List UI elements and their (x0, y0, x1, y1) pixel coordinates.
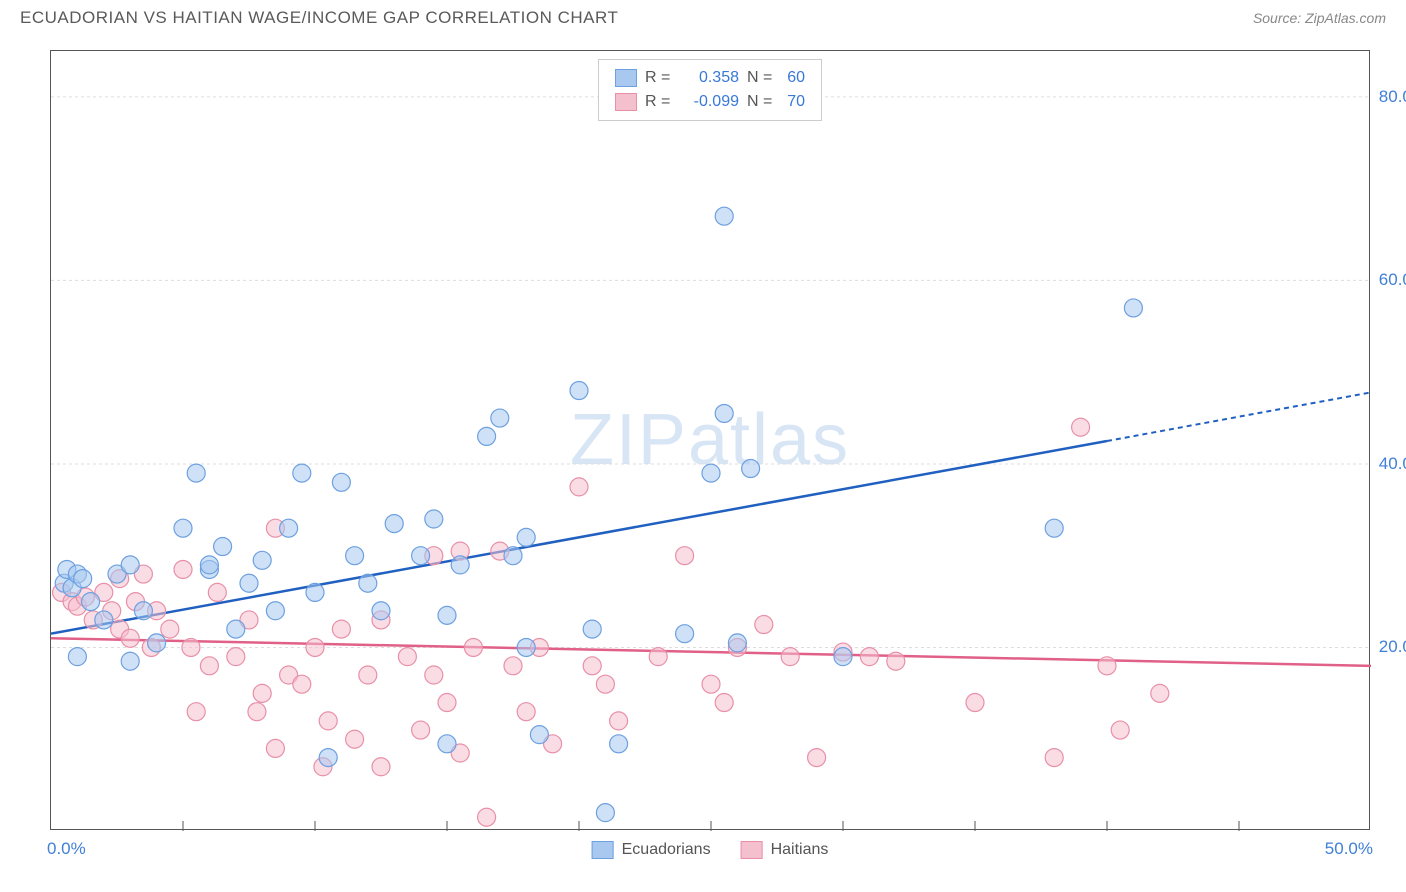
series-legend: Ecuadorians Haitians (592, 841, 829, 859)
y-tick-label: 80.0% (1379, 87, 1406, 107)
swatch-blue-icon (592, 841, 614, 859)
chart-plot-area: ZIPatlas R = 0.358 N = 60 R = -0.099 N =… (50, 50, 1370, 830)
swatch-pink-icon (615, 93, 637, 111)
y-tick-label: 20.0% (1379, 637, 1406, 657)
legend-label: Haitians (771, 841, 829, 859)
x-origin-label: 0.0% (47, 839, 86, 859)
swatch-pink-icon (741, 841, 763, 859)
r-value-pink: -0.099 (681, 90, 739, 114)
legend-item-haitians: Haitians (741, 841, 829, 859)
n-label: N = (747, 66, 775, 90)
r-value-blue: 0.358 (681, 66, 739, 90)
chart-title: ECUADORIAN VS HAITIAN WAGE/INCOME GAP CO… (20, 8, 618, 28)
correlation-row-blue: R = 0.358 N = 60 (615, 66, 805, 90)
swatch-blue-icon (615, 69, 637, 87)
source-label: Source: ZipAtlas.com (1253, 10, 1386, 26)
r-label: R = (645, 66, 673, 90)
n-value-blue: 60 (783, 66, 805, 90)
legend-item-ecuadorians: Ecuadorians (592, 841, 711, 859)
x-end-label: 50.0% (1325, 839, 1373, 859)
plot-svg (51, 51, 1371, 831)
r-label: R = (645, 90, 673, 114)
n-label: N = (747, 90, 775, 114)
correlation-row-pink: R = -0.099 N = 70 (615, 90, 805, 114)
n-value-pink: 70 (783, 90, 805, 114)
legend-label: Ecuadorians (622, 841, 711, 859)
y-tick-label: 60.0% (1379, 270, 1406, 290)
y-tick-label: 40.0% (1379, 454, 1406, 474)
correlation-legend: R = 0.358 N = 60 R = -0.099 N = 70 (598, 59, 822, 121)
